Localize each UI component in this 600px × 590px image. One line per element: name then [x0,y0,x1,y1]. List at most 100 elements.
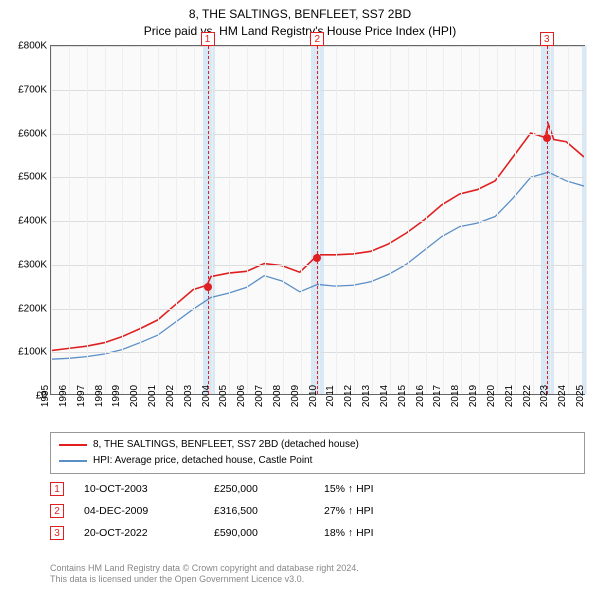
title-block: 8, THE SALTINGS, BENFLEET, SS7 2BD Price… [0,0,600,40]
x-grid-line [69,46,70,394]
event-dot [313,254,321,262]
x-tick-label: 2004 [200,385,211,407]
x-tick-label: 2017 [432,385,443,407]
x-grid-line [122,46,123,394]
event-vline [547,46,548,394]
legend-swatch [59,460,87,462]
x-grid-line [336,46,337,394]
x-grid-line [497,46,498,394]
x-tick-label: 2015 [397,385,408,407]
x-tick-label: 2005 [218,385,229,407]
x-tick-label: 1998 [93,385,104,407]
legend-swatch [59,444,87,446]
x-tick-label: 2018 [450,385,461,407]
x-tick-label: 2011 [326,385,337,407]
x-tick-label: 2019 [468,385,479,407]
event-marker-icon: 2 [50,504,64,518]
x-tick-label: 2007 [254,385,265,407]
x-grid-line [461,46,462,394]
legend: 8, THE SALTINGS, BENFLEET, SS7 2BD (deta… [50,432,585,474]
event-marker-icon: 3 [50,526,64,540]
x-tick-label: 2002 [165,385,176,407]
x-tick-label: 1996 [58,385,69,407]
event-price: £590,000 [214,527,304,539]
x-grid-line [158,46,159,394]
x-grid-line [408,46,409,394]
x-grid-line [212,46,213,394]
x-tick-label: 2014 [379,385,390,407]
title-line-1: 8, THE SALTINGS, BENFLEET, SS7 2BD [0,6,600,23]
event-date: 10-OCT-2003 [84,483,194,495]
x-grid-line [354,46,355,394]
event-date: 20-OCT-2022 [84,527,194,539]
x-tick-label: 2020 [486,385,497,407]
x-grid-line [283,46,284,394]
y-tick-label: £800K [18,41,47,52]
y-tick-label: £700K [18,84,47,95]
footer-line-1: Contains HM Land Registry data © Crown c… [50,563,585,575]
y-tick-label: £400K [18,216,47,227]
x-grid-line [229,46,230,394]
legend-row: 8, THE SALTINGS, BENFLEET, SS7 2BD (deta… [59,437,576,453]
event-marker-icon: 2 [310,32,324,46]
x-tick-label: 1999 [111,385,122,407]
x-grid-line [586,46,587,394]
x-tick-label: 2023 [539,385,550,407]
x-tick-label: 2009 [290,385,301,407]
x-tick-label: 2021 [504,385,515,407]
event-row: 1 10-OCT-2003 £250,000 15% ↑ HPI [50,478,585,500]
event-marker-icon: 3 [540,32,554,46]
x-grid-line [105,46,106,394]
x-tick-label: 2003 [183,385,194,407]
y-tick-label: £300K [18,259,47,270]
event-delta: 15% ↑ HPI [324,483,424,495]
x-grid-line [87,46,88,394]
x-grid-line [515,46,516,394]
x-grid-line [372,46,373,394]
x-grid-line [550,46,551,394]
event-date: 04-DEC-2009 [84,505,194,517]
chart-container: 8, THE SALTINGS, BENFLEET, SS7 2BD Price… [0,0,600,590]
events-table: 1 10-OCT-2003 £250,000 15% ↑ HPI 2 04-DE… [50,478,585,544]
x-tick-label: 2022 [521,385,532,407]
event-row: 2 04-DEC-2009 £316,500 27% ↑ HPI [50,500,585,522]
y-tick-label: £100K [18,347,47,358]
event-row: 3 20-OCT-2022 £590,000 18% ↑ HPI [50,522,585,544]
x-tick-label: 1995 [40,385,51,407]
x-grid-line [479,46,480,394]
event-marker-icon: 1 [201,32,215,46]
x-grid-line [247,46,248,394]
legend-row: HPI: Average price, detached house, Cast… [59,453,576,469]
x-tick-label: 2000 [129,385,140,407]
y-tick-label: £600K [18,128,47,139]
event-delta: 27% ↑ HPI [324,505,424,517]
event-vline [317,46,318,394]
event-vline [208,46,209,394]
title-line-2: Price paid vs. HM Land Registry's House … [0,23,600,40]
x-grid-line [319,46,320,394]
x-tick-label: 2006 [236,385,247,407]
event-price: £250,000 [214,483,304,495]
x-grid-line [301,46,302,394]
x-tick-label: 2025 [575,385,586,407]
footer-note: Contains HM Land Registry data © Crown c… [50,563,585,586]
event-dot [204,283,212,291]
event-marker-icon: 1 [50,482,64,496]
x-grid-line [176,46,177,394]
footer-line-2: This data is licensed under the Open Gov… [50,574,585,586]
x-tick-label: 2008 [272,385,283,407]
event-dot [543,134,551,142]
x-grid-line [51,46,52,394]
event-delta: 18% ↑ HPI [324,527,424,539]
event-price: £316,500 [214,505,304,517]
x-grid-line [265,46,266,394]
x-grid-line [194,46,195,394]
x-tick-label: 2001 [147,385,158,407]
x-tick-label: 2016 [414,385,425,407]
y-tick-label: £200K [18,303,47,314]
x-grid-line [140,46,141,394]
x-grid-line [533,46,534,394]
x-tick-label: 2013 [361,385,372,407]
x-grid-line [426,46,427,394]
legend-label: 8, THE SALTINGS, BENFLEET, SS7 2BD (deta… [93,437,359,453]
